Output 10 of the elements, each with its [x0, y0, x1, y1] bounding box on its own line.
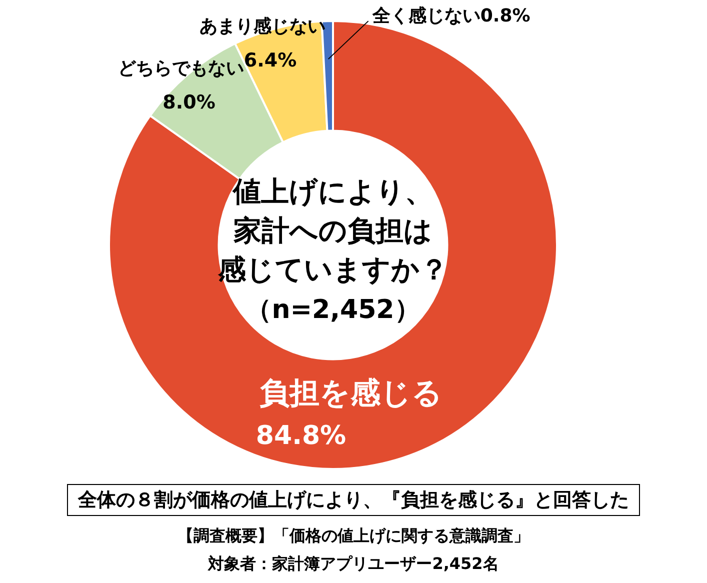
text: 全体の８割が価格の値上げにより、『負担を感じる』と回答した [67, 484, 640, 516]
text: 【調査概要】「価格の値上げに関する意識調査」 [176, 525, 530, 547]
text: 対象者：家計簿アプリユーザー2,452名 [206, 553, 500, 575]
data-label: 8.0% [162, 91, 216, 114]
slice-label: 負担を感じる [260, 376, 442, 411]
slice-label: 全く感じない0.8% [371, 6, 530, 27]
slice-label: どちらでもない [118, 58, 244, 80]
data-label: 84.8% [256, 420, 346, 451]
text: （n=2,452） [244, 294, 422, 327]
data-label: 6.4% [244, 49, 297, 72]
